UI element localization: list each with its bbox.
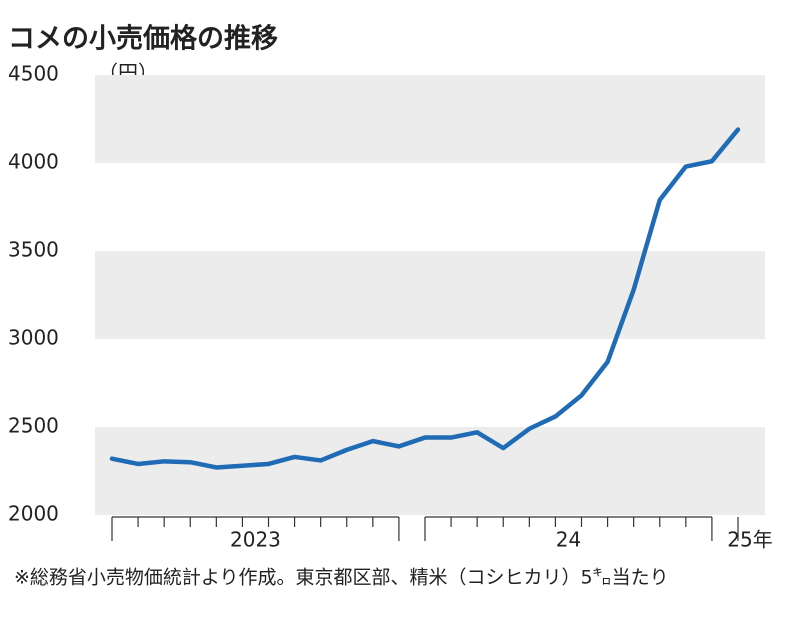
y-tick-label: 3000 bbox=[8, 326, 59, 350]
grid-band bbox=[95, 75, 765, 163]
y-tick-label: 3500 bbox=[8, 238, 59, 262]
x-tick-label: 25年 bbox=[727, 528, 772, 552]
y-tick-label: 2000 bbox=[8, 502, 59, 526]
y-tick-label: 2500 bbox=[8, 414, 59, 438]
grid-band bbox=[95, 251, 765, 339]
x-group-label: 2023 bbox=[230, 528, 281, 552]
x-group-label: 24 bbox=[556, 528, 581, 552]
chart-title: コメの小売価格の推移 bbox=[8, 24, 278, 55]
line bbox=[109, 127, 741, 470]
grid-band bbox=[95, 427, 765, 515]
y-tick-label: 4500 bbox=[8, 62, 59, 86]
note: ※総務省小売物価統計より作成。東京都区部、精米（コシヒカリ）5㌔当たり bbox=[14, 567, 669, 589]
y-tick-label: 4000 bbox=[8, 150, 59, 174]
